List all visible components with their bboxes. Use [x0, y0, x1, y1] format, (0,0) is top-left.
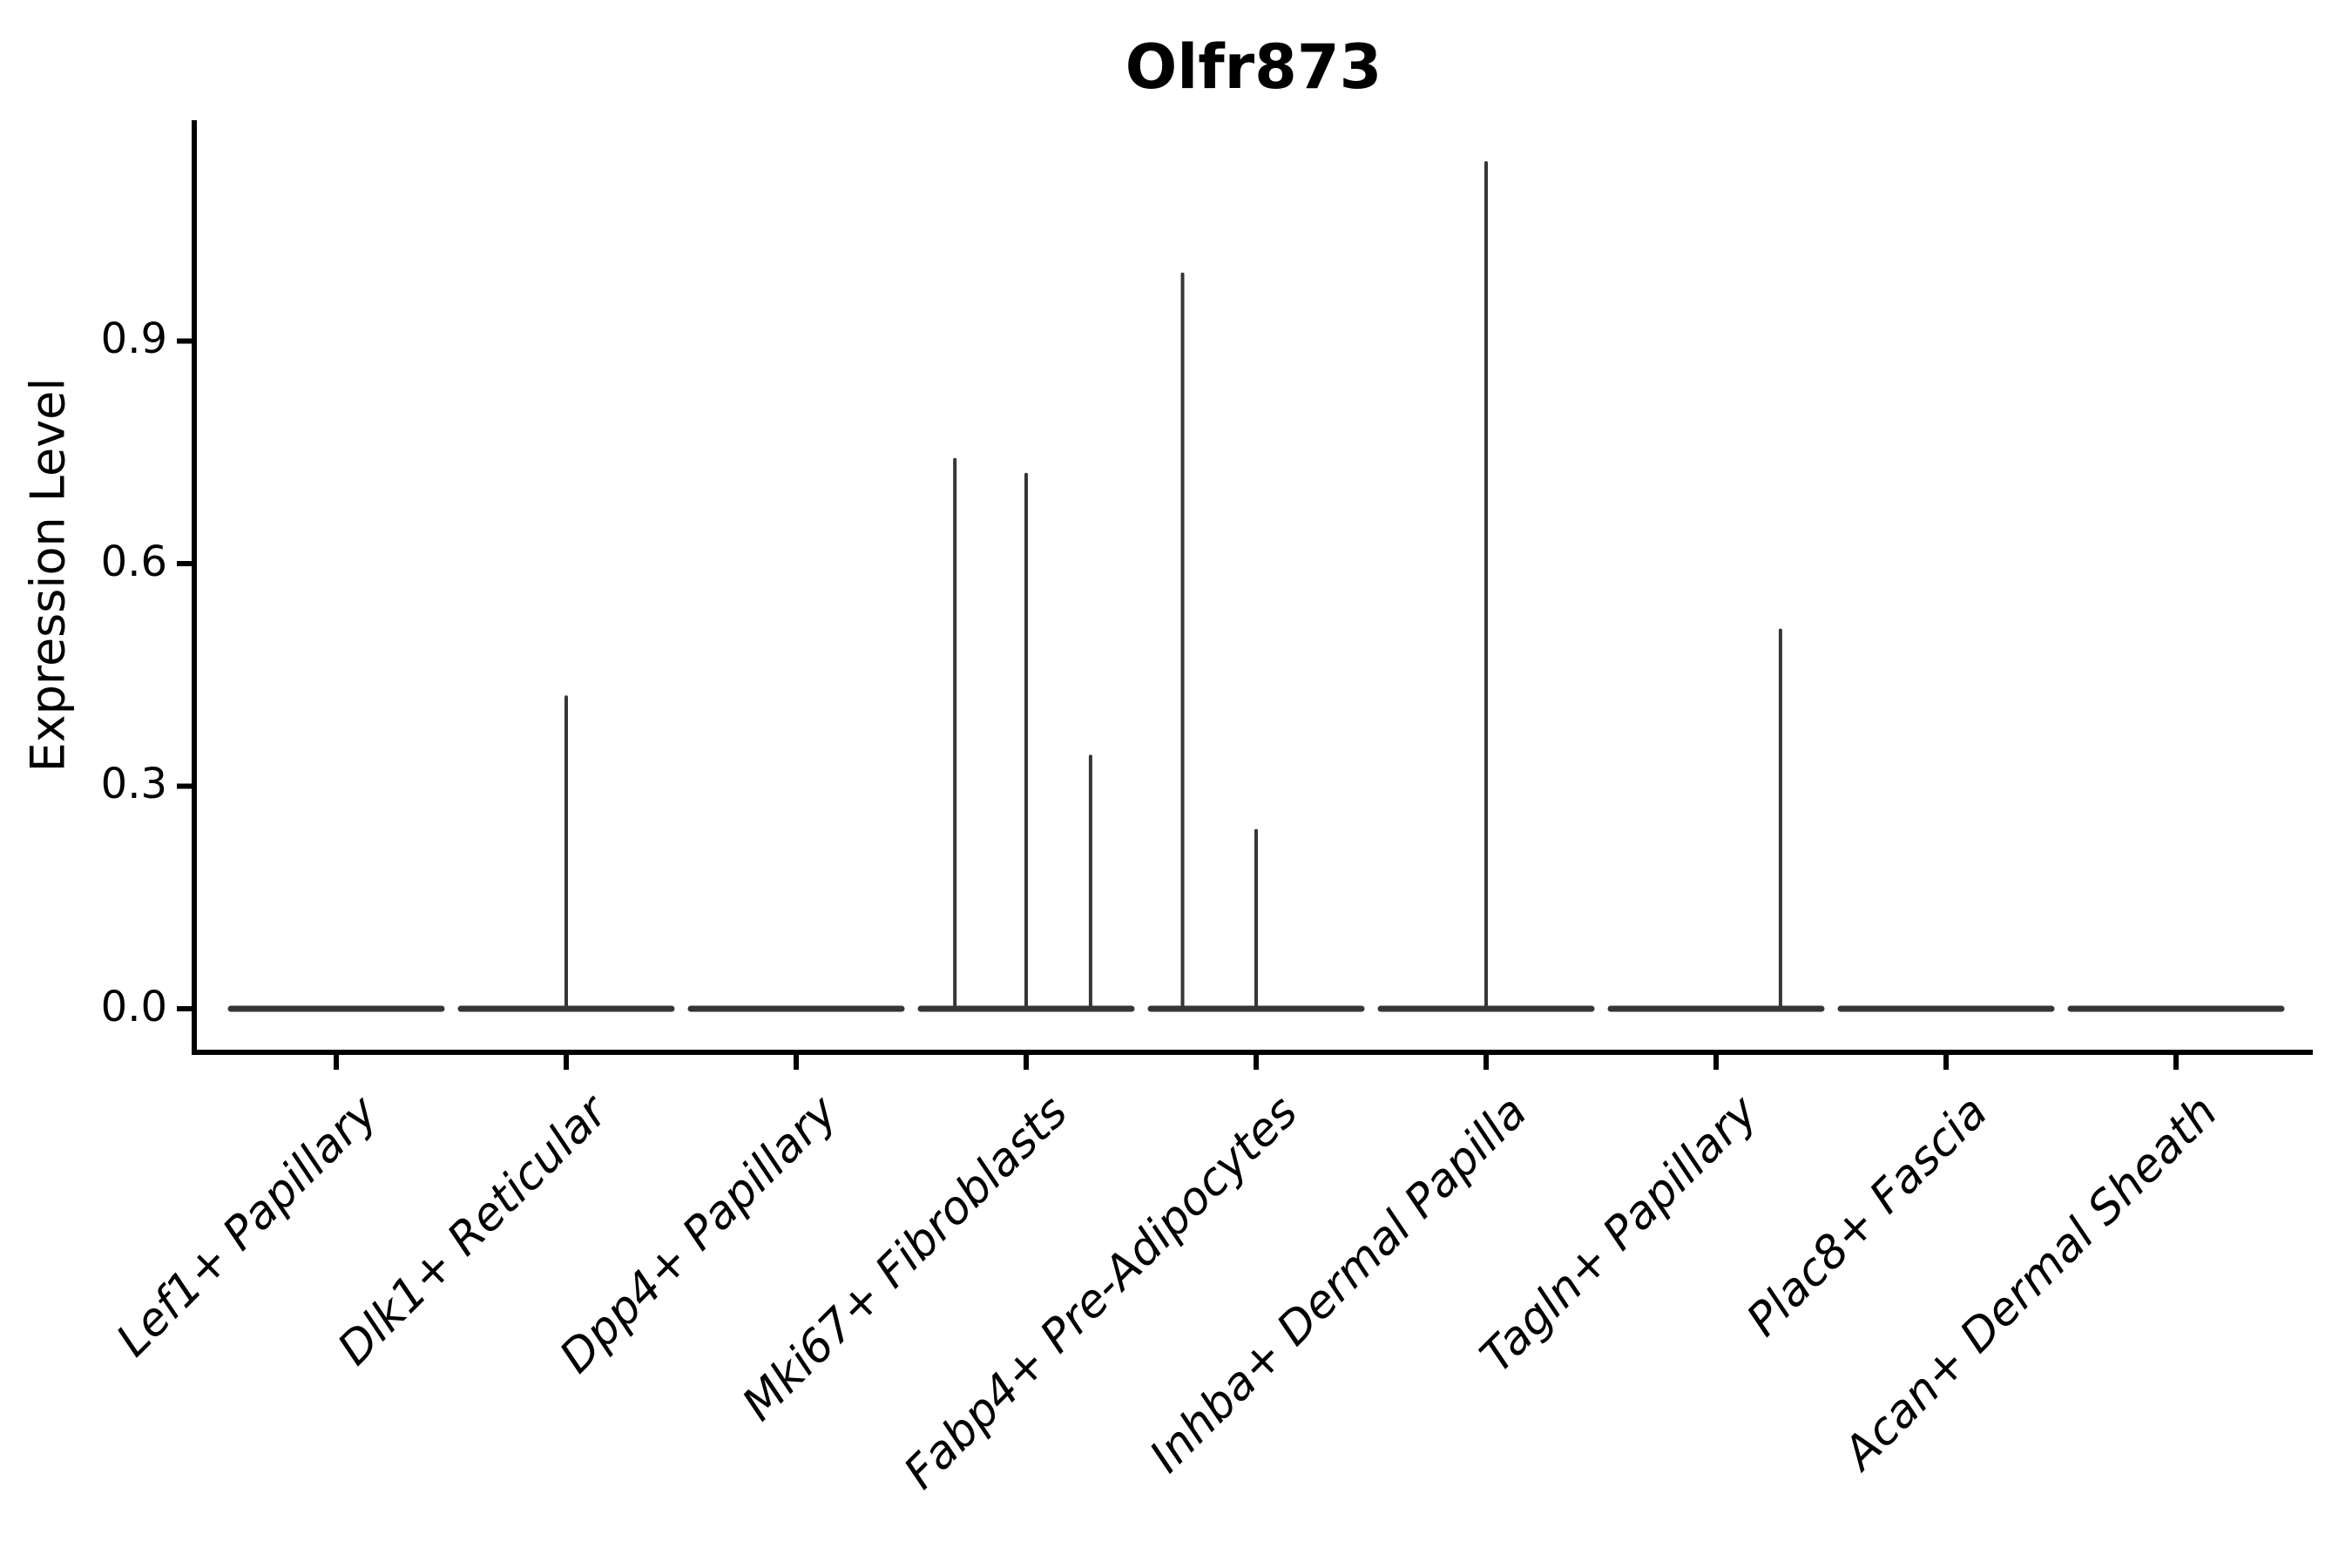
y-tick-label: 0.9 — [100, 314, 167, 364]
chart-title: Olfr873 — [1125, 31, 1382, 103]
y-tick-label: 0.6 — [100, 537, 167, 586]
y-tick-label: 0.0 — [100, 983, 167, 1031]
y-tick-label: 0.3 — [100, 760, 167, 809]
